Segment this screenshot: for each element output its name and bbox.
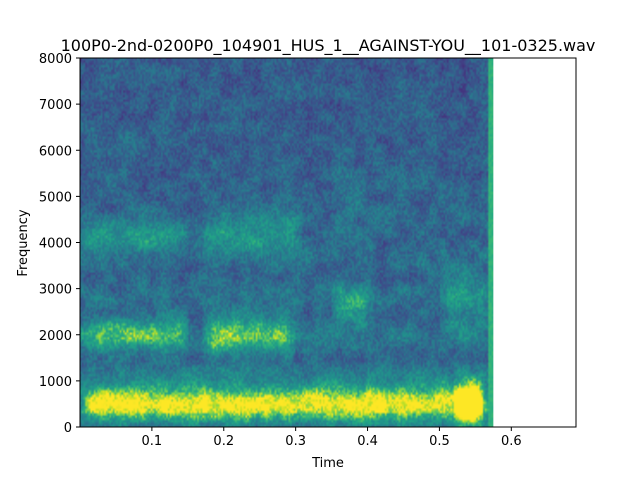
y-tick-label: 2000 — [39, 329, 72, 344]
y-axis-label: Frequency — [16, 209, 31, 276]
y-tick-label: 1000 — [39, 375, 72, 390]
x-tick-label: 0.1 — [142, 434, 163, 449]
x-axis: 0.1 0.2 0.3 0.4 0.5 0.6 — [142, 427, 522, 449]
y-tick-label: 3000 — [39, 283, 72, 298]
y-tick-label: 8000 — [39, 52, 72, 67]
x-tick-label: 0.5 — [429, 434, 450, 449]
x-axis-label: Time — [311, 456, 344, 471]
chart-title: 100P0-2nd-0200P0_104901_HUS_1__AGAINST-Y… — [61, 36, 596, 56]
y-tick-label: 5000 — [39, 190, 72, 205]
plot-area — [79, 57, 577, 428]
y-tick-label: 6000 — [39, 144, 72, 159]
x-tick-label: 0.4 — [357, 434, 378, 449]
x-tick-label: 0.3 — [285, 434, 306, 449]
y-tick-label: 4000 — [39, 237, 72, 252]
spectrogram-image — [80, 58, 494, 427]
y-tick-label: 0 — [64, 421, 72, 436]
x-tick-label: 0.6 — [501, 434, 522, 449]
y-tick-label: 7000 — [39, 98, 72, 113]
x-tick-label: 0.2 — [213, 434, 234, 449]
y-axis: 0 1000 2000 3000 4000 5000 6000 7000 8000 — [39, 52, 80, 436]
